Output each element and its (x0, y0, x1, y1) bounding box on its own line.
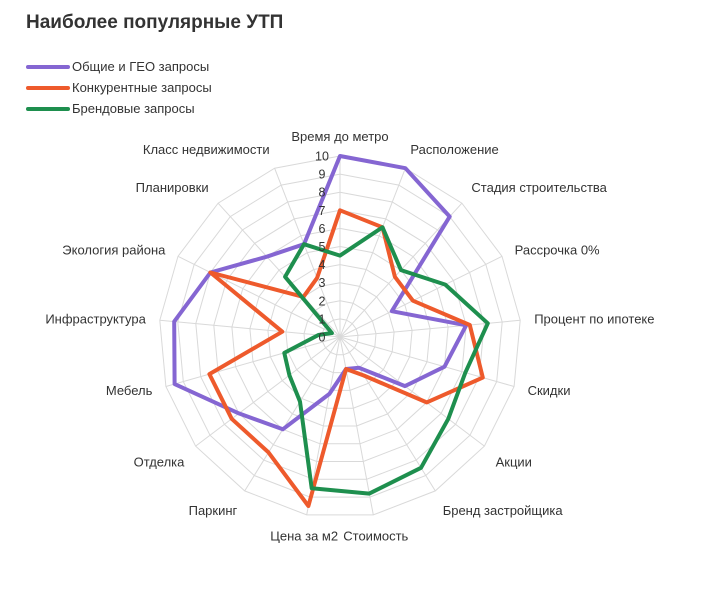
axis-label: Отделка (134, 455, 186, 470)
grid-ring (213, 209, 467, 462)
grid-ring (249, 245, 431, 427)
tick-label: 10 (315, 150, 329, 164)
grid-spoke (339, 336, 374, 515)
grid-spoke (159, 319, 341, 338)
tick-label: 2 (319, 294, 326, 308)
legend-item-general: Общие и ГЕО запросы (26, 56, 212, 77)
grid-ring (267, 264, 413, 409)
tick-label: 4 (319, 258, 326, 272)
grid-spoke (217, 202, 341, 338)
legend-label: Конкурентные запросы (72, 80, 212, 95)
chart-title: Наиболее популярные УТП (26, 12, 284, 33)
tick-label: 9 (319, 168, 326, 182)
tick-label: 8 (319, 186, 326, 200)
legend-label: Брендовые запросы (72, 101, 195, 116)
grid-spoke (339, 336, 436, 492)
tick-label: 0 (319, 331, 326, 345)
grid-ring (303, 300, 377, 374)
axis-label: Скидки (528, 383, 571, 398)
legend-swatch (26, 106, 70, 111)
series-line (282, 225, 490, 496)
tick-label: 6 (319, 222, 326, 236)
tick-label: 3 (319, 276, 326, 290)
axis-label: Паркинг (189, 503, 238, 518)
axis-label: Инфраструктура (45, 312, 146, 327)
axis-label: Процент по ипотеке (534, 312, 654, 327)
legend-swatch (26, 85, 70, 90)
legend-item-competitor: Конкурентные запросы (26, 77, 212, 98)
series-line (172, 154, 469, 432)
grid-spoke (177, 255, 341, 338)
tick-label: 7 (319, 204, 326, 218)
legend-swatch (26, 64, 70, 69)
grid-spoke (339, 336, 485, 447)
legend: Общие и ГЕО запросы Конкурентные запросы… (26, 56, 212, 119)
grid-spoke (244, 336, 341, 492)
grid-spoke (339, 168, 406, 338)
axis-label: Стоимость (343, 529, 408, 544)
grid-spoke (274, 168, 341, 338)
grid-spoke (195, 336, 341, 447)
axis-label: Стадия строительства (471, 180, 607, 195)
grid-spoke (339, 255, 503, 338)
axis-label: Бренд застройщика (443, 503, 564, 518)
tick-label: 5 (319, 240, 326, 254)
axis-label: Планировки (136, 180, 209, 195)
grid-spoke (339, 336, 515, 387)
grid-ring (195, 191, 485, 480)
axis-label: Класс недвижимости (143, 142, 270, 157)
axis-label: Акции (496, 455, 532, 470)
axis-label: Мебель (106, 383, 153, 398)
grid-ring (321, 318, 359, 356)
grid-ring (177, 173, 503, 498)
legend-label: Общие и ГЕО запросы (72, 59, 210, 74)
grid-ring (159, 155, 521, 516)
grid-spoke (339, 319, 521, 338)
axis-label: Рассрочка 0% (515, 243, 600, 258)
series-line (207, 208, 485, 508)
axis-label: Расположение (410, 142, 498, 157)
axis-label: Цена за м2 (270, 529, 338, 544)
axis-label: Экология района (62, 243, 166, 258)
grid-spoke (165, 336, 341, 387)
legend-item-brand: Брендовые запросы (26, 98, 212, 119)
tick-label: 1 (319, 312, 326, 326)
axis-label: Время до метро (291, 129, 388, 144)
